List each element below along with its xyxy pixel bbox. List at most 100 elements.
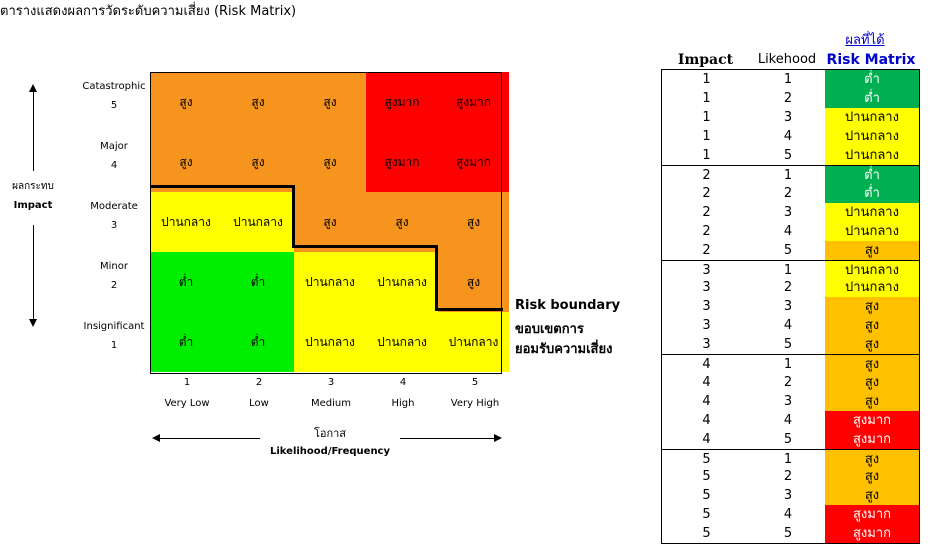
impact-row-value: 1 xyxy=(110,340,118,351)
table-cell-risk: ต่ำ xyxy=(825,89,919,108)
result-table: 1 1 ต่ำ 1 2 ต่ำ 1 3 ปานกลาง 1 4 ปานกลาง 1 5 ปานกลาง 2 1 ต… xyxy=(661,69,920,544)
table-cell-likehood: 4 xyxy=(783,223,793,239)
risk-boundary-line-5 xyxy=(435,308,503,311)
table-row: 4 1 สูง xyxy=(662,354,919,373)
table-row: 5 3 สูง xyxy=(662,486,919,505)
table-cell-impact: 5 xyxy=(702,469,711,484)
matrix-cell: สูง xyxy=(438,192,509,253)
likelihood-col-value: 5 xyxy=(471,377,479,388)
table-cell-impact: 3 xyxy=(702,337,711,352)
table-cell-likehood: 2 xyxy=(783,280,793,295)
likelihood-col-value: 2 xyxy=(255,377,263,388)
table-cell-risk: สูงมาก xyxy=(825,410,919,430)
matrix-cell: สูง xyxy=(294,132,367,193)
table-cell-likehood: 3 xyxy=(783,488,793,503)
impact-axis-label-en: Impact xyxy=(13,200,53,211)
likelihood-axis-label-th: โอกาส xyxy=(313,427,347,440)
table-cell-impact: 4 xyxy=(702,374,711,390)
table-cell-impact: 5 xyxy=(702,526,711,541)
table-cell-impact: 5 xyxy=(702,488,711,503)
table-cell-risk: สูง xyxy=(825,316,919,335)
arrow-left-icon xyxy=(152,434,160,442)
matrix-cell: สูง xyxy=(438,252,509,313)
risk-boundary-line-3 xyxy=(292,245,438,248)
table-cell-impact: 1 xyxy=(702,110,711,125)
table-cell-impact: 2 xyxy=(702,242,711,258)
table-cell-impact: 4 xyxy=(702,357,711,372)
matrix-cell: ปานกลาง xyxy=(438,312,509,372)
table-cell-likehood: 5 xyxy=(783,431,793,447)
table-cell-likehood: 2 xyxy=(783,185,793,201)
table-row: 4 5 สูงมาก xyxy=(662,429,919,449)
likelihood-col-value: 4 xyxy=(399,377,407,388)
table-row: 4 4 สูงมาก xyxy=(662,410,919,430)
table-cell-likehood: 1 xyxy=(783,72,793,87)
likelihood-col-value: 3 xyxy=(327,377,335,388)
table-cell-risk: สูง xyxy=(825,372,919,392)
likelihood-col-name: Low xyxy=(249,398,269,409)
table-cell-risk: ต่ำ xyxy=(825,70,919,89)
impact-row-name: Moderate xyxy=(90,201,138,212)
table-cell-likehood: 3 xyxy=(783,110,793,125)
table-cell-likehood: 1 xyxy=(783,451,793,467)
table-cell-likehood: 3 xyxy=(783,393,793,409)
table-cell-impact: 5 xyxy=(702,451,711,467)
table-row: 5 1 สูง xyxy=(662,448,919,467)
table-row: 5 2 สูง xyxy=(662,467,919,486)
impact-row-value: 3 xyxy=(110,220,118,231)
table-cell-impact: 3 xyxy=(702,318,711,333)
table-row: 2 3 ปานกลาง xyxy=(662,202,919,222)
matrix-cell: ต่ำ xyxy=(222,252,295,313)
table-cell-risk: ปานกลาง xyxy=(825,202,919,222)
table-row: 3 2 ปานกลาง xyxy=(662,278,919,297)
table-cell-risk: สูง xyxy=(825,467,919,486)
table-cell-likehood: 5 xyxy=(783,242,793,258)
table-cell-impact: 3 xyxy=(702,262,711,278)
table-cell-risk: ปานกลาง xyxy=(825,278,919,297)
table-cell-impact: 2 xyxy=(702,223,711,239)
table-row: 4 2 สูง xyxy=(662,372,919,392)
impact-row-name: Major xyxy=(100,141,128,152)
likelihood-col-name: Very High xyxy=(450,398,500,409)
header-impact: Impact xyxy=(677,52,734,68)
header-risk-matrix: Risk Matrix xyxy=(826,52,916,68)
table-cell-impact: 2 xyxy=(702,168,711,183)
table-cell-risk: สูง xyxy=(825,449,919,467)
table-cell-impact: 3 xyxy=(702,280,711,295)
risk-boundary-label-th-2: ยอมรับความเสี่ยง xyxy=(515,342,613,357)
table-cell-impact: 3 xyxy=(702,299,711,314)
matrix-cell: สูง xyxy=(366,192,439,253)
table-cell-impact: 4 xyxy=(702,393,711,409)
table-cell-likehood: 1 xyxy=(783,262,793,278)
likelihood-col-name: High xyxy=(391,398,415,409)
arrow-down-icon xyxy=(29,319,37,327)
table-cell-risk: สูง xyxy=(825,297,919,316)
matrix-cell: ปานกลาง xyxy=(366,252,439,313)
table-cell-risk: ต่ำ xyxy=(825,166,919,184)
table-cell-likehood: 2 xyxy=(783,469,793,484)
table-cell-impact: 1 xyxy=(702,91,711,106)
table-cell-likehood: 2 xyxy=(783,374,793,390)
table-cell-impact: 2 xyxy=(702,204,711,220)
header-likehood: Likehood xyxy=(757,52,817,67)
table-row: 1 3 ปานกลาง xyxy=(662,108,919,127)
table-cell-likehood: 3 xyxy=(783,299,793,314)
impact-row-name: Catastrophic xyxy=(82,81,146,92)
table-row: 2 2 ต่ำ xyxy=(662,183,919,203)
table-cell-risk: สูง xyxy=(825,391,919,411)
matrix-cell: สูงมาก xyxy=(438,132,509,193)
matrix-cell: ปานกลาง xyxy=(294,312,367,372)
table-cell-risk: ต่ำ xyxy=(825,183,919,203)
impact-row-value: 2 xyxy=(110,280,118,291)
matrix-cell: ปานกลาง xyxy=(294,252,367,313)
table-cell-impact: 4 xyxy=(702,431,711,447)
impact-axis-label-th: ผลกระทบ xyxy=(12,181,54,192)
table-row: 5 4 สูงมาก xyxy=(662,505,919,524)
impact-row-value: 4 xyxy=(110,160,118,171)
table-cell-likehood: 2 xyxy=(783,91,793,106)
table-cell-impact: 5 xyxy=(702,507,711,522)
table-cell-likehood: 5 xyxy=(783,148,793,163)
table-row: 1 2 ต่ำ xyxy=(662,89,919,108)
result-link[interactable]: ผลที่ได้ xyxy=(845,33,885,48)
risk-boundary-label-en: Risk boundary xyxy=(515,298,621,313)
